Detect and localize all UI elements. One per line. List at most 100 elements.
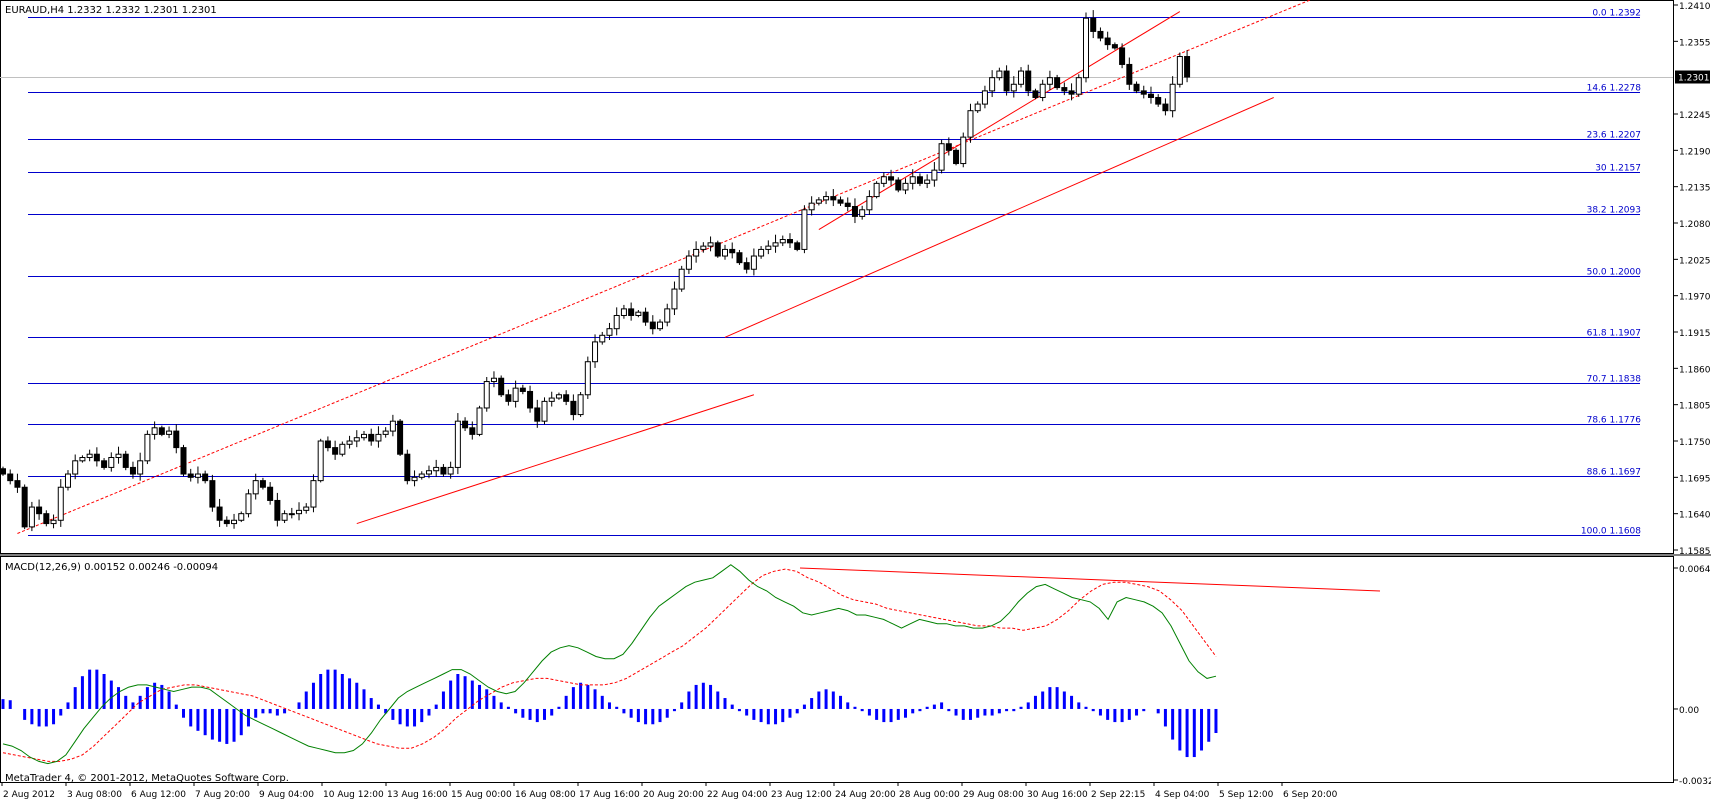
bull-candle — [389, 420, 396, 432]
bull-candle — [115, 453, 122, 459]
bear-candle — [0, 468, 6, 475]
bull-candle — [72, 460, 79, 475]
bear-candle — [1155, 96, 1162, 105]
macd-tick-label: -0.00325 — [1679, 777, 1711, 787]
bull-candle — [346, 440, 353, 445]
bull-candle — [231, 519, 238, 525]
bear-candle — [14, 480, 21, 488]
bull-candle — [599, 334, 606, 343]
bear-candle — [527, 390, 534, 409]
bear-candle — [1126, 63, 1133, 85]
bear-candle — [469, 427, 476, 435]
time-tick-label: 16 Aug 08:00 — [515, 790, 576, 800]
bear-candle — [101, 460, 108, 468]
time-tick-label: 10 Aug 12:00 — [323, 790, 384, 800]
bull-candle — [1018, 70, 1025, 85]
bear-candle — [462, 420, 469, 429]
bull-candle — [592, 341, 599, 363]
bull-candle — [779, 239, 786, 244]
trend-channel-line — [356, 394, 755, 525]
bear-candle — [209, 480, 216, 508]
bull-candle — [866, 196, 873, 211]
macd-main-line — [2, 564, 1217, 765]
bear-candle — [274, 499, 281, 521]
bull-candle — [808, 202, 815, 211]
bear-candle — [851, 205, 858, 217]
time-tick-label: 5 Sep 12:00 — [1219, 790, 1274, 800]
price-tick-label: 1.1860 — [1679, 365, 1711, 375]
macd-divergence-line — [799, 567, 1381, 592]
bull-candle — [873, 182, 880, 198]
bull-candle — [974, 103, 981, 112]
price-tick-label: 1.1640 — [1679, 511, 1711, 521]
time-tick-label: 15 Aug 00:00 — [451, 790, 512, 800]
bull-candle — [880, 176, 887, 184]
bear-candle — [1097, 30, 1104, 39]
bear-candle — [93, 453, 100, 462]
time-tick-label: 6 Aug 12:00 — [131, 790, 186, 800]
bear-candle — [916, 176, 923, 184]
macd-axis: 0.00645 0.00 -0.00325 — [1673, 565, 1711, 787]
fibonacci-retracement[interactable]: 0.0 1.2392 14.6 1.2278 23.6 1.2207 30 1.215… — [28, 9, 1641, 537]
bull-candle — [447, 466, 454, 475]
bear-candle — [440, 466, 447, 475]
bull-candle — [476, 407, 483, 435]
bull-candle — [859, 209, 866, 217]
time-tick-label: 24 Aug 20:00 — [835, 790, 896, 800]
bear-candle — [1140, 90, 1147, 95]
copyright-text: MetaTrader 4, © 2001-2012, MetaQuotes So… — [5, 773, 289, 784]
bull-candle — [541, 400, 548, 422]
time-tick-label: 17 Aug 16:00 — [579, 790, 640, 800]
bull-candle — [801, 209, 808, 250]
fib-level-label: 61.8 1.1907 — [1587, 329, 1641, 339]
bull-candle — [281, 513, 288, 521]
bull-candle — [1075, 77, 1082, 95]
bear-candle — [36, 506, 43, 515]
bull-candle — [815, 199, 822, 204]
price-tick-label: 1.2410 — [1679, 2, 1711, 12]
bear-candle — [505, 394, 512, 402]
bear-candle — [7, 473, 14, 482]
bull-candle — [555, 394, 562, 399]
bull-candle — [144, 433, 151, 462]
bull-candle — [620, 308, 627, 316]
bear-candle — [1147, 93, 1154, 98]
bear-candle — [1061, 87, 1068, 92]
bull-candle — [339, 443, 346, 455]
bear-candle — [267, 486, 274, 501]
bear-candle — [1104, 37, 1111, 46]
fib-level-label: 14.6 1.2278 — [1587, 84, 1642, 94]
bull-candle — [1169, 83, 1176, 112]
price-axis: 1.2410 1.2355 1.2245 1.2190 1.2135 1.2080 1.20… — [1673, 2, 1711, 557]
trend-channel-line — [818, 11, 1181, 231]
bear-candle — [332, 447, 339, 455]
price-tick-label: 1.1915 — [1679, 329, 1711, 339]
bear-candle — [1068, 90, 1075, 95]
bear-candle — [743, 262, 750, 270]
bull-candle — [57, 486, 64, 521]
price-tick-label: 1.2080 — [1679, 220, 1711, 230]
bull-candle — [967, 110, 974, 138]
bull-candle — [1010, 83, 1017, 92]
fib-level-label: 23.6 1.2207 — [1587, 131, 1641, 141]
bear-candle — [223, 519, 230, 525]
bear-candle — [122, 453, 129, 468]
bear-candle — [202, 473, 209, 482]
candlestick-series — [0, 10, 1191, 532]
price-tick-label: 1.2025 — [1679, 256, 1711, 266]
bear-candle — [844, 202, 851, 207]
bear-candle — [534, 407, 541, 422]
bear-candle — [794, 242, 801, 250]
bull-candle — [960, 136, 967, 165]
fib-level-label: 88.6 1.1697 — [1587, 468, 1641, 478]
bull-candle — [700, 245, 707, 250]
macd-tick-label: 0.00 — [1679, 706, 1699, 716]
time-tick-label: 2 Sep 22:15 — [1091, 790, 1145, 800]
bear-candle — [1111, 44, 1118, 49]
time-tick-label: 28 Aug 00:00 — [899, 790, 960, 800]
bull-candle — [584, 361, 591, 396]
price-tick-label: 1.1970 — [1679, 293, 1711, 303]
bull-candle — [86, 453, 93, 459]
price-tick-label: 1.1695 — [1679, 474, 1711, 484]
